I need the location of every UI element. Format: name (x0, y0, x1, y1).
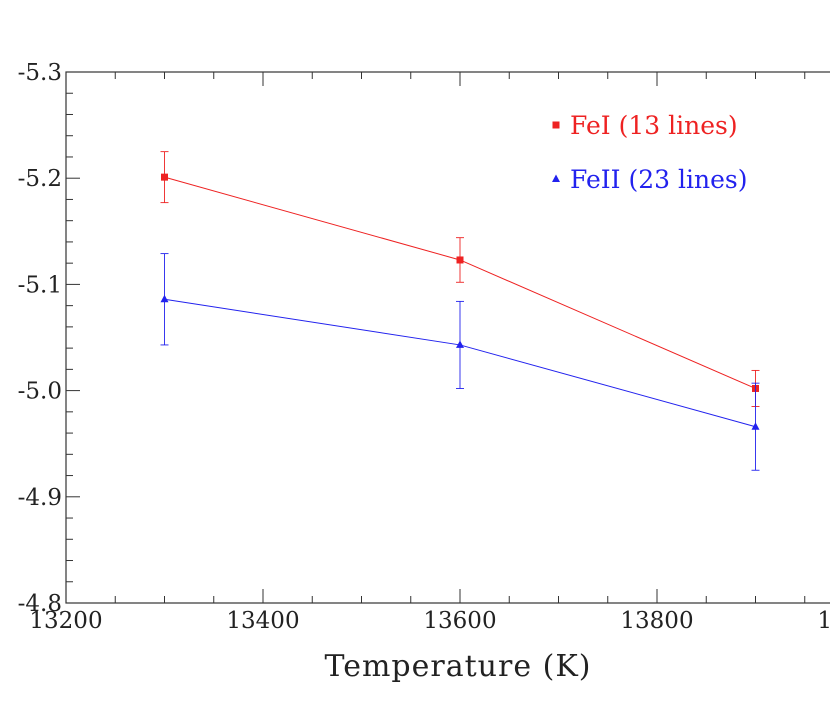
legend-label: FeI (13 lines) (570, 111, 738, 140)
legend-square-icon (552, 121, 560, 129)
x-axis-ticks: 13200 13400 13600 13800 14000 (29, 72, 830, 634)
x-tick-label: 13400 (226, 608, 299, 634)
data-point-triangle (160, 294, 169, 303)
plot-frame (65, 71, 830, 604)
series-2 (160, 253, 760, 471)
x-tick-label: 13600 (423, 608, 496, 634)
y-tick-label: -4.9 (18, 485, 62, 511)
y-tick-label: -5.1 (18, 272, 62, 298)
legend-item: FeII (23 lines) (552, 165, 747, 194)
series-layer (160, 151, 760, 471)
legend-label: FeII (23 lines) (570, 165, 747, 194)
legend: FeI (13 lines) FeII (23 lines) (552, 111, 747, 194)
data-point-square (161, 173, 168, 181)
y-tick-label: -5.0 (18, 379, 62, 405)
x-tick-label: 14000 (817, 608, 830, 634)
y-tick-label: -5.3 (18, 60, 62, 86)
y-axis-ticks: -5.3 -5.2 -5.1 -5.0 -4.9 -4.8 (18, 60, 80, 617)
x-tick-label: 13800 (620, 608, 693, 634)
legend-triangle-icon (552, 174, 560, 182)
x-axis-title: Temperature (K) (325, 649, 592, 684)
y-tick-label: -4.8 (18, 591, 62, 617)
data-point-triangle (456, 340, 464, 348)
y-tick-label: -5.2 (18, 166, 62, 192)
x-tick-label: 13200 (29, 608, 102, 634)
data-point-triangle (751, 422, 760, 430)
data-point-square (456, 256, 464, 264)
legend-item: FeI (13 lines) (552, 111, 738, 140)
